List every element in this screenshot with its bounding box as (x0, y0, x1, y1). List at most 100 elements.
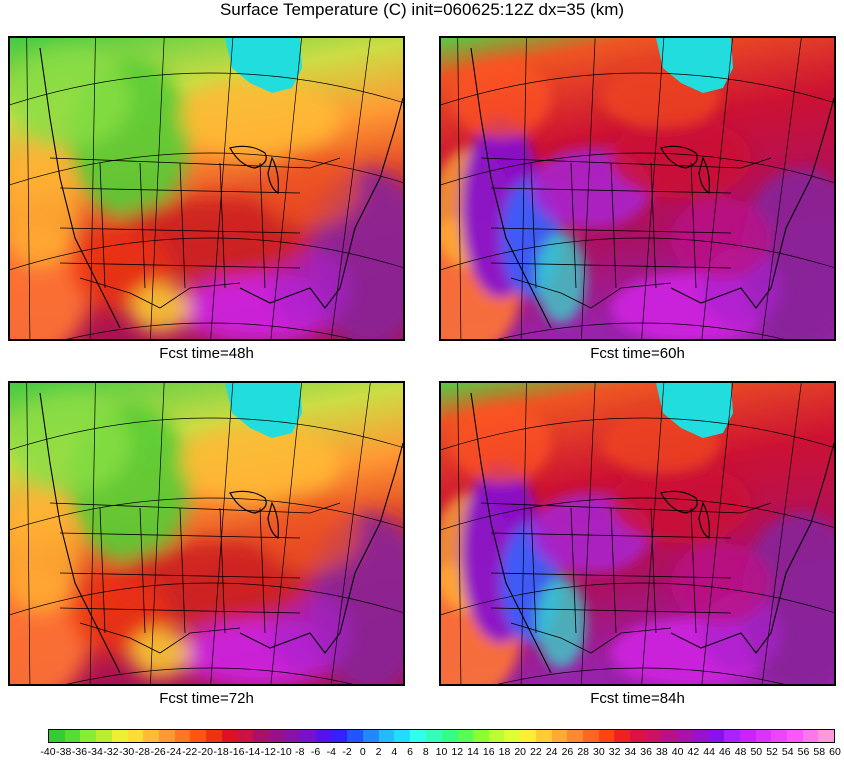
colorbar-cell (504, 730, 521, 742)
temperature-map (441, 38, 834, 339)
colorbar-cell (755, 730, 772, 742)
political-borders (39, 47, 403, 329)
colorbar-cell (221, 730, 238, 742)
colorbar-cell (802, 730, 819, 742)
colorbar-tick-label: 8 (422, 746, 429, 758)
temperature-region (611, 118, 751, 198)
colorbar-tick-label: 2 (375, 746, 382, 758)
colorbar-cell (80, 730, 97, 742)
political-borders (470, 392, 834, 674)
colorbar-tick-label: -22 (182, 746, 198, 758)
colorbar-cell (394, 730, 411, 742)
graticule (441, 38, 834, 339)
political-borders (39, 392, 403, 674)
temperature-region (260, 493, 360, 573)
colorbar-cell (708, 730, 725, 742)
colorbar-tick-label: 44 (703, 746, 715, 758)
colorbar-tick-label: -8 (295, 746, 305, 758)
colorbar-cell (49, 730, 65, 742)
colorbar-cell (190, 730, 207, 742)
colorbar-cell (363, 730, 379, 742)
colorbar-cell (567, 730, 583, 742)
colorbar-cell (535, 730, 552, 742)
colorbar-cell (457, 730, 473, 742)
temperature-region (180, 78, 340, 158)
temperature-region (180, 423, 340, 503)
colorbar-tick-label: -6 (310, 746, 321, 758)
temperature-colorbar (48, 729, 835, 743)
colorbar-tick-label: 14 (467, 746, 479, 758)
temperature-region (671, 543, 771, 623)
colorbar-tick-label: 34 (624, 746, 637, 758)
figure-title: Surface Temperature (C) init=060625:12Z … (219, 0, 625, 19)
temperature-region (260, 148, 360, 228)
temperature-region (451, 58, 551, 138)
colorbar-tick-label: -38 (56, 746, 72, 758)
panel-caption: Fcst time=72h (159, 690, 254, 707)
colorbar-cell (284, 730, 301, 742)
colorbar-cell (441, 730, 458, 742)
colorbar-cell (818, 730, 835, 742)
colorbar-cell (677, 730, 693, 742)
panel-caption: Fcst time=48h (159, 345, 254, 362)
political-borders (470, 47, 834, 329)
colorbar-cell (410, 730, 426, 742)
colorbar-cell (111, 730, 128, 742)
colorbar-cell (551, 730, 568, 742)
colorbar-tick-label: 6 (407, 746, 413, 758)
colorbar-cell (661, 730, 678, 742)
colorbar-tick-label: 42 (687, 746, 700, 758)
temperature-region (10, 148, 80, 268)
temperature-region (10, 393, 130, 493)
colorbar-tick-label: -20 (197, 746, 213, 758)
colorbar-tick-label: -18 (213, 746, 229, 758)
graticule (10, 383, 403, 684)
colorbar-cell (787, 730, 803, 742)
colorbar-cell (315, 730, 332, 742)
colorbar-tick-label: -14 (245, 746, 261, 758)
colorbar-tick-label: 24 (545, 746, 558, 758)
colorbar-tick-label: 56 (797, 746, 810, 758)
temperature-region (536, 578, 586, 668)
colorbar-tick-label: 46 (718, 746, 731, 758)
colorbar-tick-label: -32 (103, 746, 119, 758)
colorbar-tick-label: 52 (766, 746, 778, 758)
colorbar-tick-label: -34 (87, 746, 103, 758)
colorbar-cell (64, 730, 81, 742)
colorbar-tick-label: -12 (260, 746, 276, 758)
colorbar-tick-label: 40 (671, 746, 684, 758)
colorbar-cell (425, 730, 442, 742)
colorbar-cell (739, 730, 756, 742)
colorbar-tick-label: -16 (229, 746, 245, 758)
colorbar-cell (614, 730, 631, 742)
colorbar-cell (158, 730, 175, 742)
graticule (441, 383, 834, 684)
colorbar-tick-label: -36 (71, 746, 88, 758)
temperature-region (10, 48, 130, 148)
colorbar-cell (127, 730, 144, 742)
map-panel-84h (439, 381, 836, 686)
colorbar-cell (598, 730, 615, 742)
colorbar-tick-label: 28 (577, 746, 589, 758)
colorbar-tick-label: 54 (781, 746, 794, 758)
colorbar-tick-label: 30 (593, 746, 605, 758)
colorbar-cell (488, 730, 505, 742)
map-panel-72h (8, 381, 405, 686)
colorbar-tick-label: -2 (342, 746, 352, 758)
colorbar-tick-label: -40 (40, 746, 56, 758)
colorbar-tick-label: 32 (608, 746, 621, 758)
colorbar-tick-label: 48 (734, 746, 747, 758)
temperature-region (10, 493, 80, 613)
colorbar-cell (630, 730, 646, 742)
temperature-region (536, 233, 586, 323)
map-panel-60h (439, 36, 836, 341)
colorbar-cell (645, 730, 662, 742)
colorbar-tick-label: 58 (813, 746, 826, 758)
colorbar-cell (253, 730, 269, 742)
colorbar-cell (724, 730, 740, 742)
colorbar-cell (268, 730, 285, 742)
hudson-bay (225, 38, 302, 93)
colorbar-cell (520, 730, 536, 742)
colorbar-tick-label: 20 (514, 746, 527, 758)
colorbar-cell (174, 730, 191, 742)
